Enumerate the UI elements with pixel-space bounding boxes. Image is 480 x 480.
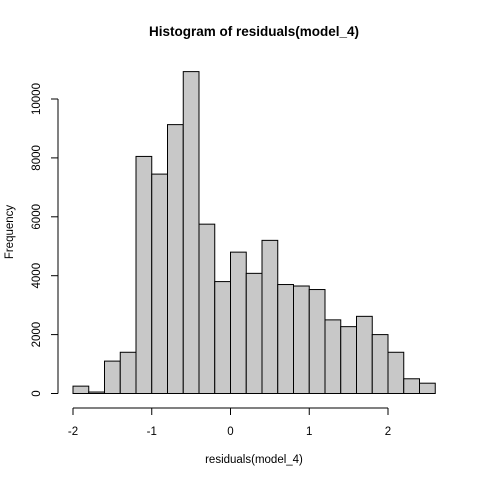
x-axis-label: residuals(model_4)	[205, 454, 303, 466]
histogram-bar	[356, 315, 373, 394]
y-axis: 0 2000 4000 6000 8000 10000	[31, 83, 59, 397]
histogram-bar	[419, 382, 436, 395]
histogram-bar	[261, 239, 279, 394]
histogram-bar	[293, 285, 310, 395]
x-tick-label: 1	[306, 426, 312, 438]
histogram-bar	[104, 360, 121, 395]
histogram-bar	[371, 334, 389, 395]
histogram-bar	[151, 173, 168, 394]
y-tick-label: 8000	[31, 145, 43, 171]
histogram-bars	[72, 71, 436, 395]
histogram-bar	[230, 251, 247, 394]
x-tick-label: 2	[385, 426, 391, 438]
histogram-bar	[167, 124, 184, 395]
histogram-bar	[324, 319, 342, 394]
histogram-bar	[182, 71, 200, 394]
histogram-bar	[135, 155, 153, 394]
histogram-bar	[308, 289, 326, 395]
histogram-bar	[119, 351, 137, 394]
y-tick-label: 2000	[31, 322, 43, 348]
x-tick-label: -2	[68, 426, 78, 438]
histogram-bar	[214, 281, 231, 394]
histogram-bar	[72, 385, 90, 395]
y-tick-label: 4000	[31, 263, 43, 289]
y-tick-label: 0	[31, 390, 43, 396]
x-tick-label: 0	[227, 426, 233, 438]
histogram-bar	[198, 223, 216, 394]
histogram-bar	[245, 272, 263, 394]
histogram-bar	[403, 378, 420, 394]
histogram-bar	[277, 284, 294, 394]
y-tick-label: 6000	[31, 204, 43, 230]
chart-title: Histogram of residuals(model_4)	[149, 24, 359, 39]
histogram-bar	[340, 326, 357, 394]
histogram-bar	[387, 351, 405, 394]
y-axis-label: Frequency	[4, 205, 16, 260]
histogram-bar	[88, 391, 105, 394]
y-tick-label: 10000	[31, 83, 43, 115]
x-axis: -2 -1 0 1 2	[68, 407, 391, 438]
x-tick-label: -1	[147, 426, 157, 438]
